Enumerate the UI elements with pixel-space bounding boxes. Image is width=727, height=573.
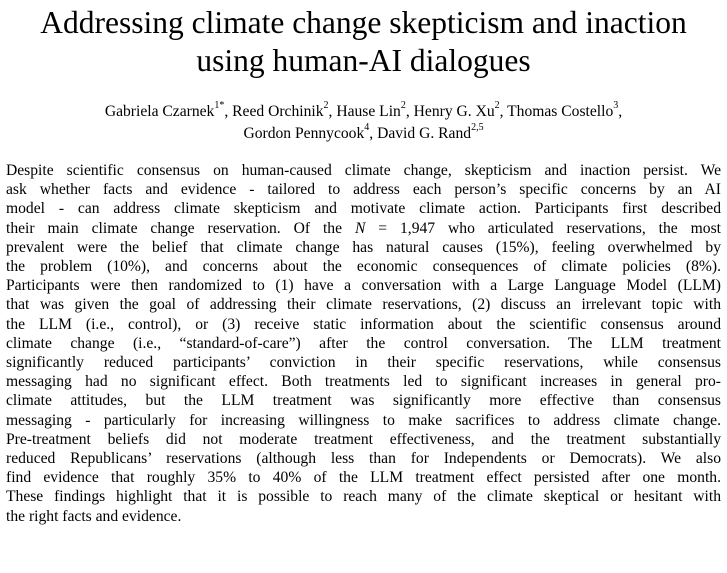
- abstract-line: the problem (10%), and concerns about th…: [6, 258, 721, 276]
- abstract-line: model - can address climate skepticism a…: [6, 200, 721, 218]
- author-line-1: Gabriela Czarnek1*, Reed Orchinik2, Haus…: [0, 99, 727, 123]
- author-name: Thomas Costello: [507, 103, 614, 120]
- abstract-line: find evidence that roughly 35% to 40% of…: [6, 469, 721, 487]
- author-name: Hause Lin: [336, 103, 401, 120]
- abstract-line: significantly reduced participants’ conv…: [6, 354, 721, 372]
- author-name: Gordon Pennycook: [243, 125, 365, 142]
- abstract-line: the LLM (i.e., control), or (3) receive …: [6, 315, 721, 333]
- paper-title: Addressing climate change skepticism and…: [0, 4, 727, 80]
- abstract-line: climate change (i.e., “standard-of-care”…: [6, 334, 721, 352]
- title-line-2: using human-AI dialogues: [196, 43, 531, 78]
- author-affiliation: 2,5: [471, 121, 484, 133]
- abstract-line: the right facts and evidence.: [6, 507, 182, 525]
- author-separator: ,: [369, 125, 378, 142]
- author-name: Henry G. Xu: [413, 103, 495, 120]
- author-separator: ,: [328, 103, 337, 120]
- author-line-2: Gordon Pennycook4, David G. Rand2,5: [0, 121, 727, 145]
- abstract-line: their main climate change reservation. O…: [6, 219, 721, 238]
- author-name: Reed Orchinik: [232, 103, 324, 120]
- author-separator: ,: [405, 103, 414, 120]
- abstract-text: = 1,947 who articulated reservations, th…: [365, 219, 721, 237]
- author-name: David G. Rand: [377, 125, 472, 142]
- abstract-line: reduced Republicans’ reservations (altho…: [6, 450, 721, 468]
- abstract-line: Participants were then randomized to (1)…: [6, 277, 721, 295]
- abstract-line: messaging - particularly for increasing …: [6, 411, 721, 429]
- abstract-line: These findings highlight that it is poss…: [6, 488, 721, 506]
- author-separator: ,: [224, 103, 233, 120]
- sample-size-symbol: N: [354, 219, 366, 237]
- author-name: Gabriela Czarnek: [104, 103, 215, 120]
- abstract-line: climate attitudes, but the LLM treatment…: [6, 392, 721, 410]
- abstract-line: prevalent were the belief that climate c…: [6, 238, 721, 256]
- author-separator: ,: [618, 103, 623, 120]
- abstract-line: ask whether facts and evidence - tailore…: [6, 181, 721, 199]
- author-affiliation: 4: [364, 121, 370, 133]
- abstract-line: Despite scientific consensus on human-ca…: [6, 162, 721, 179]
- author-affiliation: 2: [494, 99, 500, 111]
- abstract-text: their main climate change reservation. O…: [6, 219, 355, 237]
- author-affiliation: 2: [323, 99, 329, 111]
- abstract-line: Pre-treatment beliefs did not moderate t…: [6, 430, 721, 448]
- abstract-line: that was given the goal of addressing th…: [6, 296, 721, 314]
- abstract-paragraph: Despite scientific consensus on human-ca…: [6, 161, 721, 526]
- author-affiliation: 2: [400, 99, 406, 111]
- author-affiliation: 3: [613, 99, 619, 111]
- author-separator: ,: [499, 103, 508, 120]
- author-affiliation: 1*: [214, 99, 225, 111]
- abstract-line: messaging had no significant effect. Bot…: [6, 373, 721, 391]
- author-list: Gabriela Czarnek1*, Reed Orchinik2, Haus…: [0, 99, 727, 145]
- title-line-1: Addressing climate change skepticism and…: [40, 5, 687, 40]
